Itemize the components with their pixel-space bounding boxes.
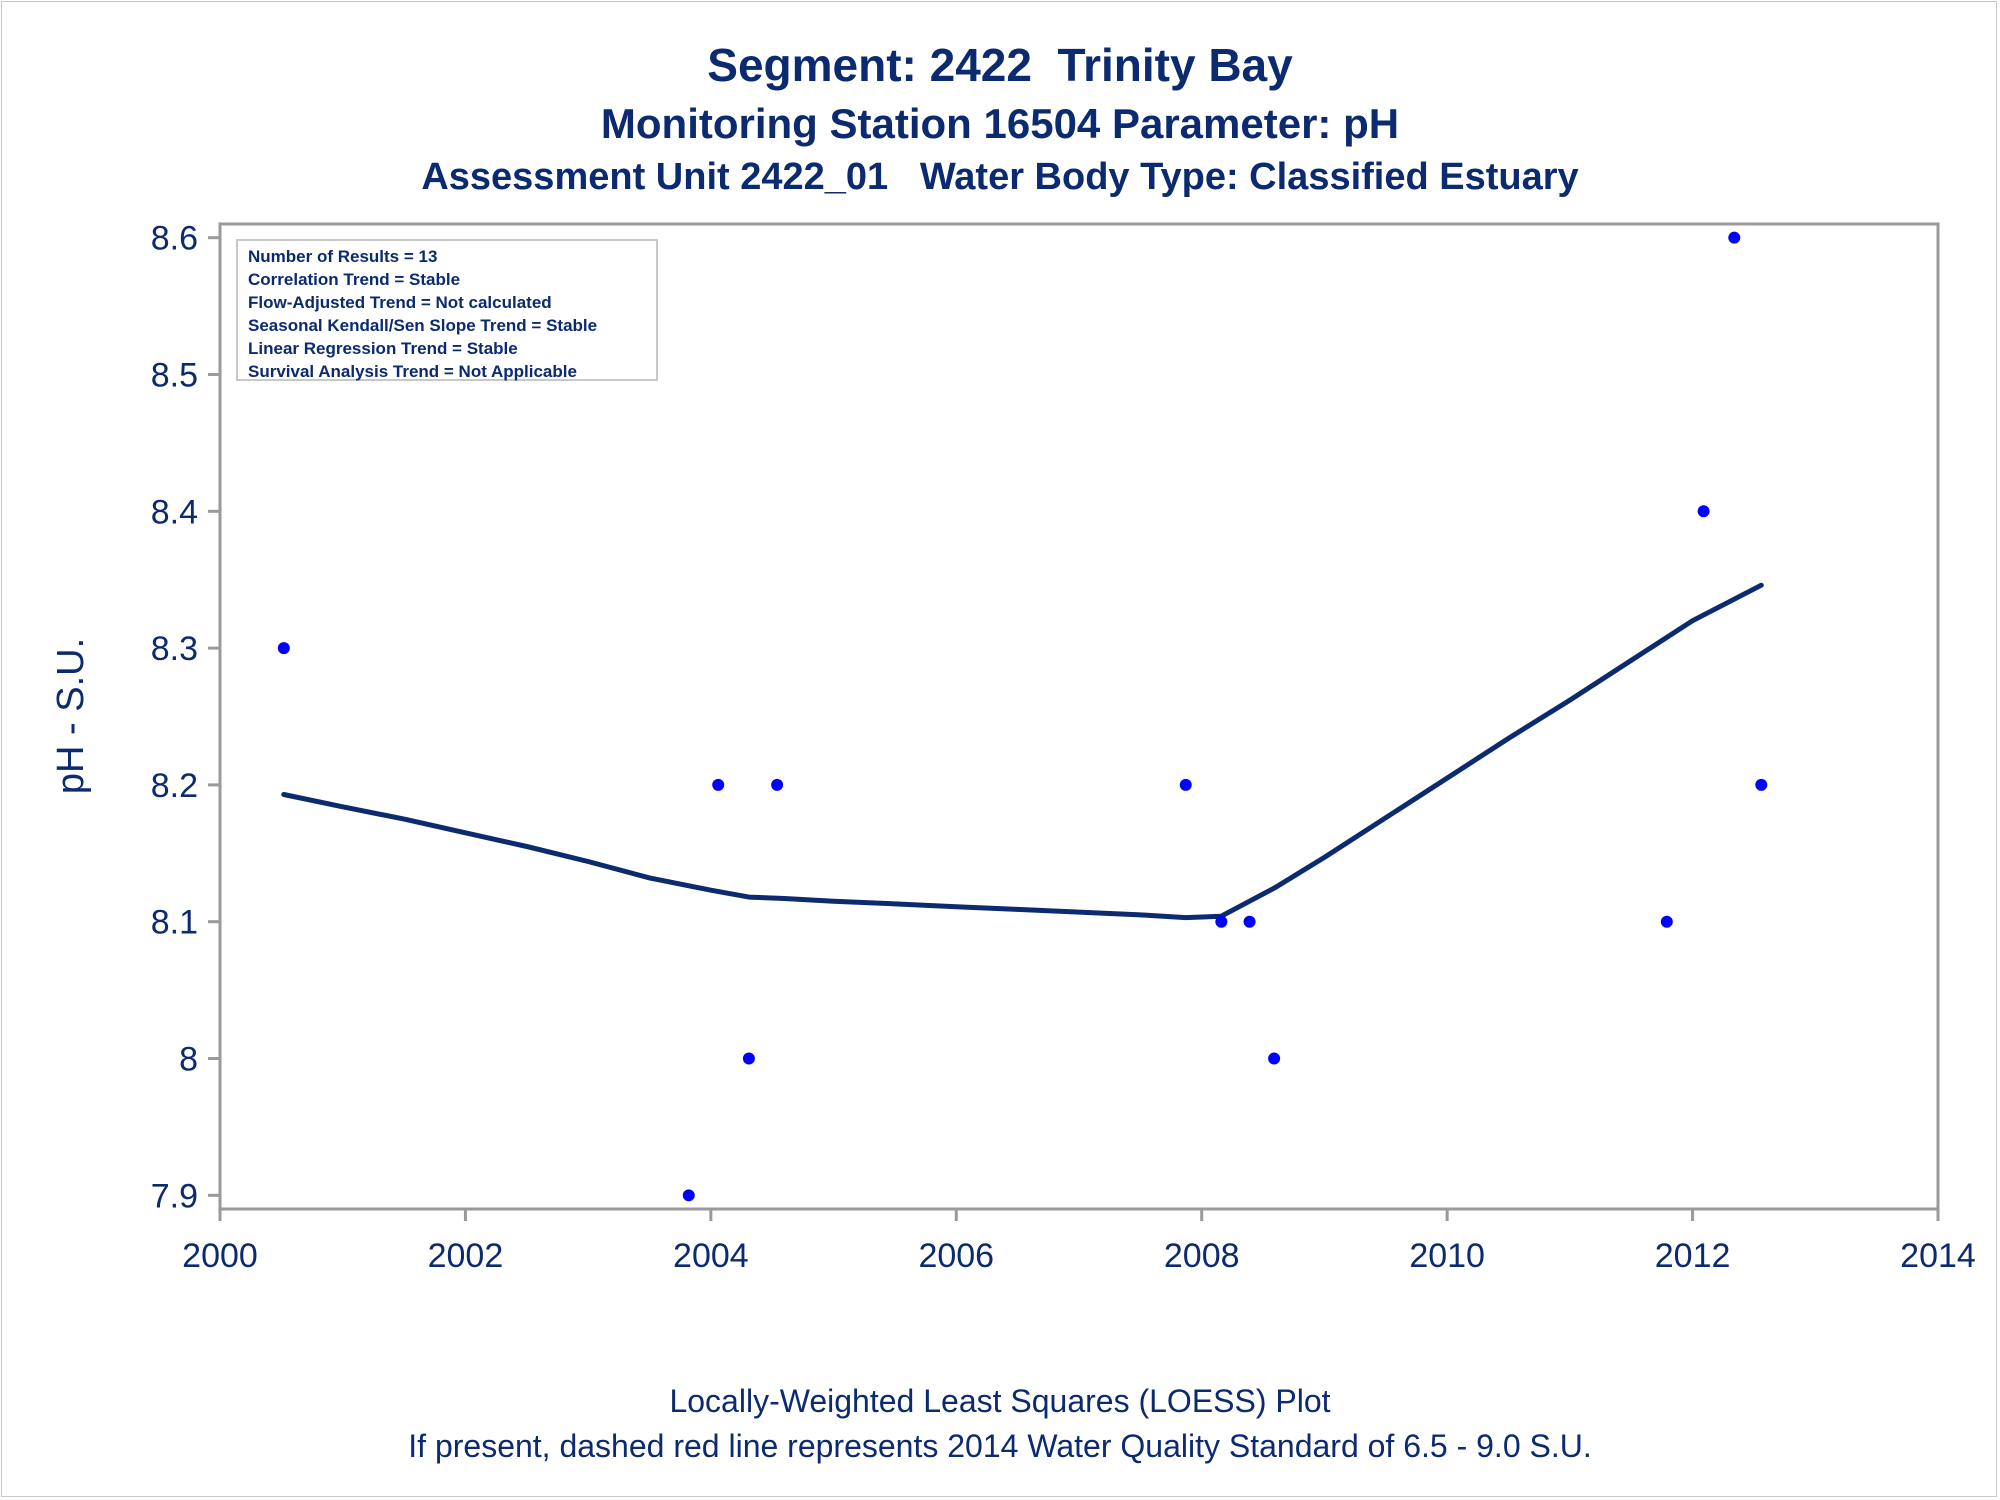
- y-tick-label: 8.2: [151, 767, 198, 805]
- data-point: [1660, 915, 1673, 928]
- data-point: [1755, 778, 1768, 791]
- data-point: [1728, 231, 1741, 244]
- inset-line-results: Number of Results = 13: [248, 247, 438, 266]
- chart-subtitle-station: Monitoring Station 16504 Parameter: pH: [600, 100, 1400, 147]
- inset-line-seasonal-kendall: Seasonal Kendall/Sen Slope Trend = Stabl…: [248, 316, 598, 335]
- x-tick-label: 2000: [182, 1237, 258, 1275]
- plot-area: [218, 222, 1940, 1211]
- x-tick-label: 2010: [1409, 1237, 1485, 1275]
- data-point: [771, 778, 784, 791]
- x-tick-label: 2004: [673, 1237, 749, 1275]
- data-point: [682, 1189, 695, 1202]
- y-axis-label: pH - S.U.: [50, 638, 92, 794]
- y-tick-label: 8: [179, 1041, 198, 1079]
- inset-line-linear-regression: Linear Regression Trend = Stable: [248, 339, 518, 358]
- footnote-loess: Locally-Weighted Least Squares (LOESS) P…: [669, 1383, 1331, 1419]
- data-point: [1179, 778, 1192, 791]
- x-tick-label: 2006: [918, 1237, 994, 1275]
- y-tick-label: 8.3: [151, 630, 198, 668]
- y-tick-label: 7.9: [151, 1177, 198, 1215]
- y-tick-label: 8.6: [151, 220, 198, 258]
- data-point: [1268, 1052, 1281, 1065]
- y-axis: 7.9 8 8.1 8.2 8.3 8.4 8.5 8.6: [151, 220, 220, 1215]
- chart-subtitle-assessment: Assessment Unit 2422_01 Water Body Type:…: [421, 156, 1579, 198]
- data-point: [1697, 505, 1710, 518]
- inset-line-correlation: Correlation Trend = Stable: [248, 270, 461, 289]
- x-axis: 2000 2002 2004 2006 2008 2010 2012 2014: [182, 1209, 1976, 1275]
- x-tick-label: 2014: [1900, 1237, 1976, 1275]
- footnote-standard: If present, dashed red line represents 2…: [408, 1428, 1592, 1464]
- inset-line-flow-adjusted: Flow-Adjusted Trend = Not calculated: [248, 293, 552, 312]
- y-tick-label: 8.5: [151, 356, 198, 394]
- x-tick-label: 2012: [1655, 1237, 1731, 1275]
- data-point: [1243, 915, 1256, 928]
- chart-title: Segment: 2422 Trinity Bay: [707, 39, 1293, 91]
- y-tick-label: 8.4: [151, 493, 198, 531]
- data-point: [1215, 915, 1228, 928]
- y-tick-label: 8.1: [151, 904, 198, 942]
- data-point: [742, 1052, 755, 1065]
- data-point: [712, 778, 725, 791]
- inset-line-survival: Survival Analysis Trend = Not Applicable: [248, 362, 577, 381]
- data-point: [277, 642, 290, 655]
- loess-line: [281, 582, 1764, 921]
- data-points: [277, 231, 1768, 1202]
- x-tick-label: 2008: [1164, 1237, 1240, 1275]
- x-tick-label: 2002: [428, 1237, 504, 1275]
- trend-summary-box: Number of Results = 13 Correlation Trend…: [236, 239, 658, 381]
